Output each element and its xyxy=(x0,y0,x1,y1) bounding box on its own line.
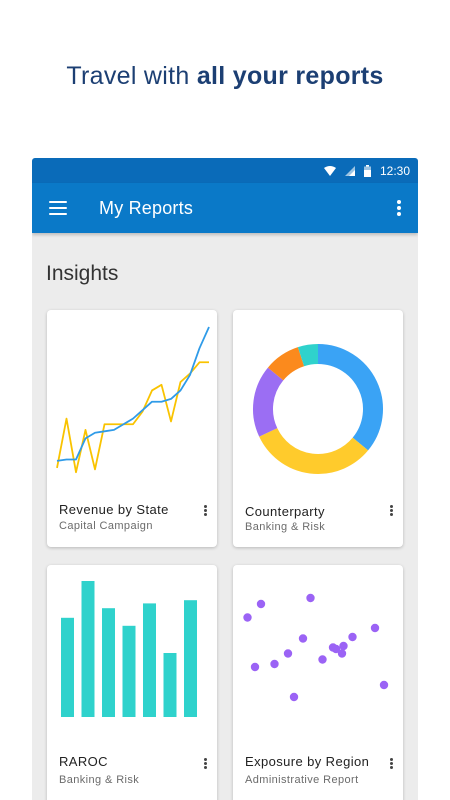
scatter-point-15 xyxy=(318,655,327,664)
scatter-point-11 xyxy=(298,634,308,643)
card-subtitle: Banking & Risk xyxy=(245,521,326,533)
scatter-point-9 xyxy=(339,641,348,651)
donut-slice-3 xyxy=(267,347,305,381)
card-title: Revenue by State xyxy=(59,502,169,517)
card-title: Counterparty xyxy=(245,504,325,519)
scatter-point-2 xyxy=(306,593,315,603)
scatter-point-8 xyxy=(328,643,338,652)
report-card-exposure-by-region[interactable]: Exposure by Region Administrative Report xyxy=(233,565,403,800)
scatter-point-14 xyxy=(289,692,299,702)
card-more-icon[interactable] xyxy=(390,758,393,769)
line-chart xyxy=(56,326,210,474)
bar-5 xyxy=(163,653,177,717)
app-bar-title: My Reports xyxy=(99,197,194,218)
scatter-point-4 xyxy=(270,659,279,669)
bar-4 xyxy=(143,603,156,717)
card-title: RAROC xyxy=(59,754,108,769)
bar-chart xyxy=(61,581,197,717)
scatter-point-3 xyxy=(250,662,260,672)
bar-0 xyxy=(61,617,74,717)
scatter-point-13 xyxy=(379,680,389,690)
card-subtitle: Banking & Risk xyxy=(59,774,140,786)
scatter-point-10 xyxy=(370,623,380,633)
scatter-point-0 xyxy=(243,613,252,622)
signal-icon xyxy=(344,165,355,176)
card-title: Exposure by Region xyxy=(245,754,370,769)
headline: Travel with all your reports xyxy=(0,62,450,91)
scatter-point-5 xyxy=(283,649,293,658)
card-more-icon[interactable] xyxy=(390,505,393,516)
bar-6 xyxy=(184,600,197,717)
card-more-icon[interactable] xyxy=(204,505,207,516)
bar-3 xyxy=(122,625,136,717)
wifi-icon xyxy=(323,165,336,176)
section-title: Insights xyxy=(46,262,119,285)
bar-2 xyxy=(102,608,115,717)
donut-slice-2 xyxy=(253,367,284,437)
headline-bold: all your reports xyxy=(196,62,384,90)
phone-screen: 12:30 My Reports Insights Revenue by Sta… xyxy=(32,158,418,800)
card-subtitle: Administrative Report xyxy=(245,774,359,786)
scatter-chart xyxy=(243,593,389,702)
report-card-revenue-by-state[interactable]: Revenue by State Capital Campaign xyxy=(47,310,217,547)
headline-prefix: Travel with xyxy=(66,62,197,90)
scatter-point-7 xyxy=(337,649,347,658)
card-subtitle: Capital Campaign xyxy=(59,520,153,532)
donut-slice-0 xyxy=(317,344,383,451)
overflow-menu-icon[interactable] xyxy=(397,200,401,216)
app-bar: My Reports xyxy=(32,183,418,233)
status-time: 12:30 xyxy=(379,163,410,178)
donut-chart xyxy=(253,344,383,474)
report-card-raroc[interactable]: RAROC Banking & Risk xyxy=(47,565,217,800)
card-more-icon[interactable] xyxy=(204,758,207,769)
donut-slice-1 xyxy=(259,427,369,474)
bar-1 xyxy=(81,581,95,717)
status-bar: 12:30 xyxy=(32,158,418,183)
donut-slice-4 xyxy=(297,344,319,367)
hamburger-menu-icon[interactable] xyxy=(49,201,67,215)
line-series-0 xyxy=(56,326,210,462)
battery-icon xyxy=(363,164,371,177)
report-card-counterparty[interactable]: Counterparty Banking & Risk xyxy=(233,310,403,547)
scatter-point-12 xyxy=(348,632,357,642)
line-series-1 xyxy=(56,361,209,474)
scatter-point-1 xyxy=(256,599,266,609)
